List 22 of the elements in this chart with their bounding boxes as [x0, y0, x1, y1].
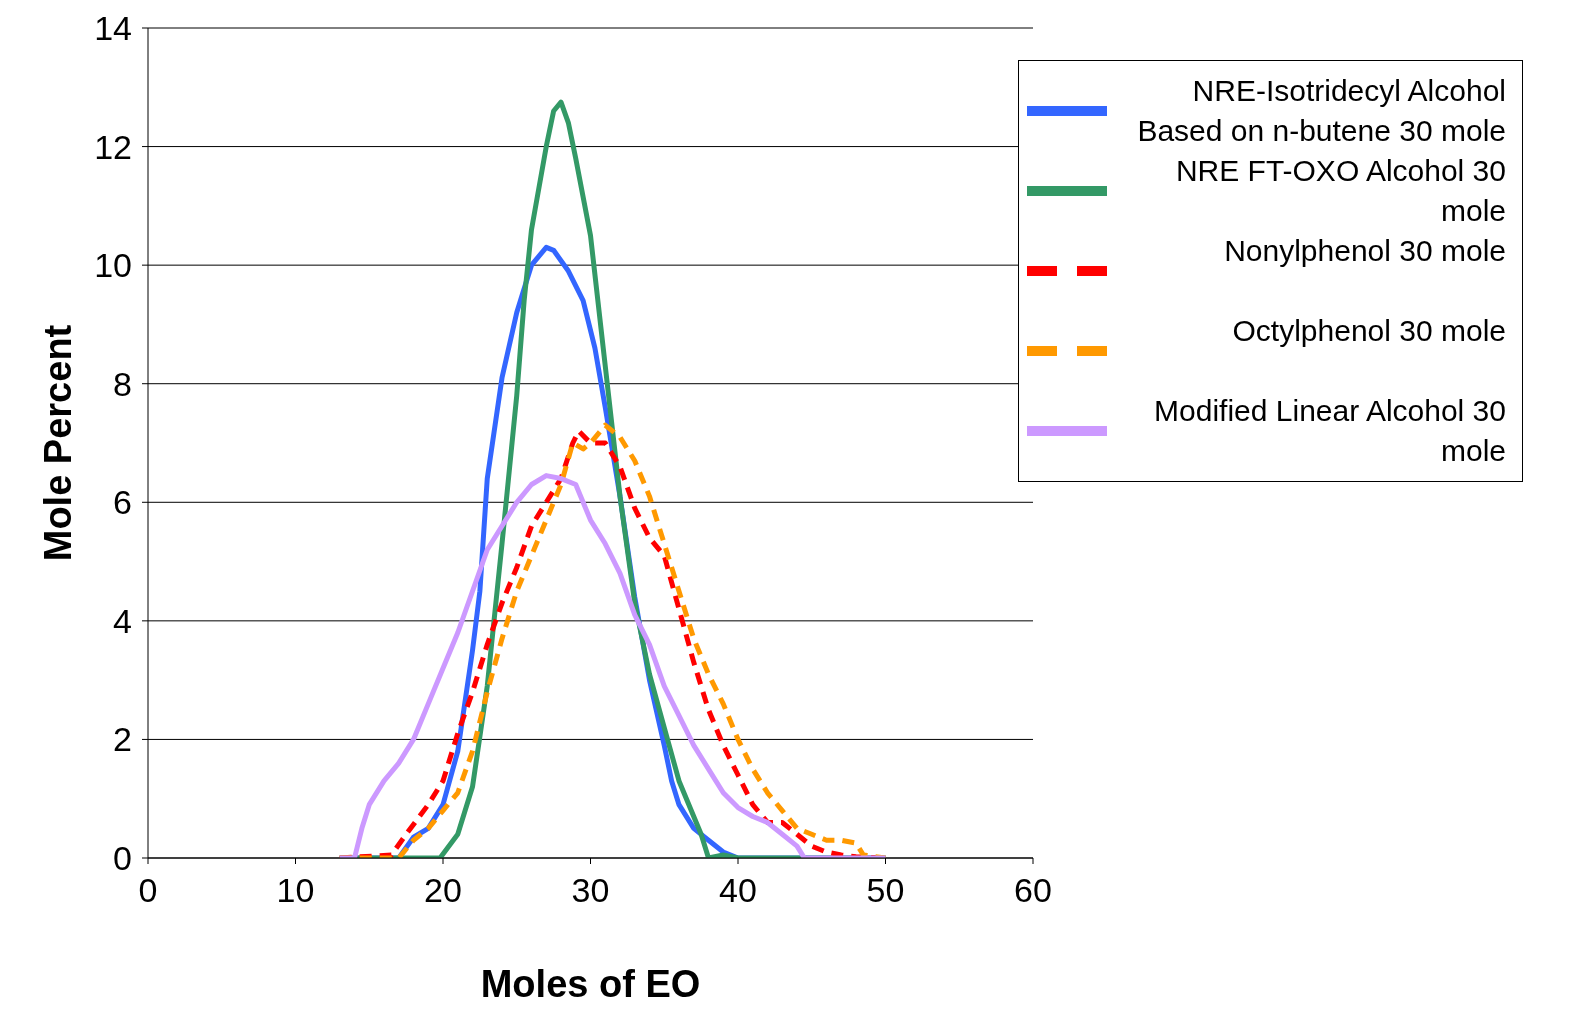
y-tick-label: 4: [113, 601, 132, 640]
text: Octylphenol 30 mole: [1231, 313, 1506, 349]
y-tick-label: 12: [94, 127, 132, 166]
legend-label: Modified Linear Alcohol 30 mole: [1153, 393, 1506, 469]
y-tick-label: 8: [113, 364, 132, 403]
x-axis-title: Moles of EO: [480, 962, 701, 1005]
y-tick-label: 10: [94, 246, 132, 285]
text: Nonylphenol 30 mole: [1223, 233, 1506, 269]
y-tick-label: 6: [113, 483, 132, 522]
y-tick-label: 0: [113, 839, 132, 878]
x-tick-label: 50: [866, 871, 905, 910]
text: NRE-Isotridecyl Alcohol Based on n-butene 30 mole: [1136, 73, 1506, 149]
y-tick-label: 14: [94, 9, 132, 48]
x-tick-label: 0: [138, 871, 158, 910]
legend-label: NRE FT-OXO Alcohol 30 mole: [1174, 153, 1506, 229]
x-tick-label: 60: [1014, 871, 1052, 910]
y-tick-label: 2: [113, 720, 132, 759]
y-axis-title: Mole Percent: [37, 324, 80, 562]
x-tick-label: 10: [276, 871, 315, 910]
x-tick-label: 40: [719, 871, 757, 910]
x-tick-label: 20: [424, 871, 462, 910]
x-tick-label: 30: [571, 871, 610, 910]
